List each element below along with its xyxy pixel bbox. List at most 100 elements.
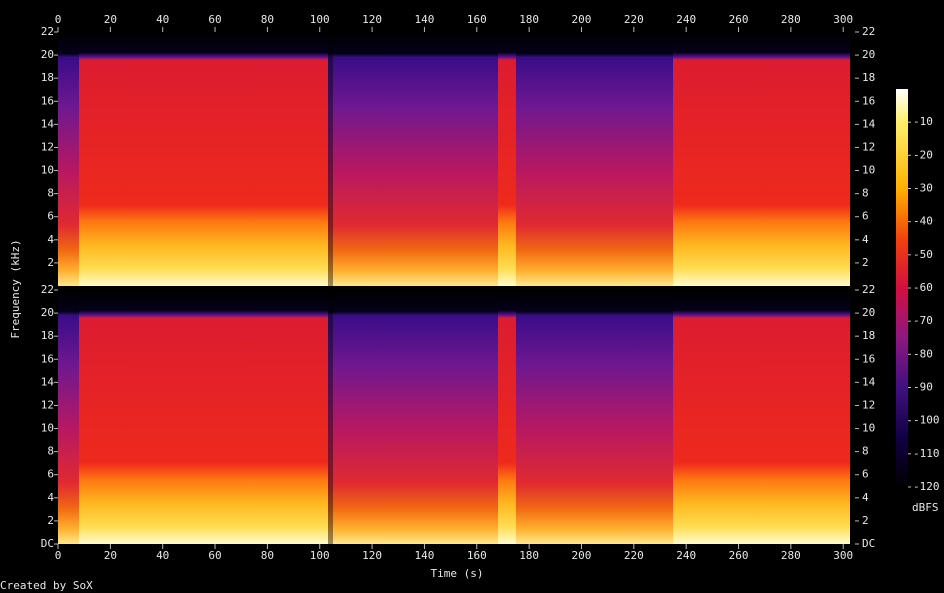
x-tick-label: 80 [261,549,274,562]
x-tick-label: 40 [156,549,169,562]
y-tick-label: 14 [41,375,55,388]
y-tick-label: 16 [862,352,875,365]
y-tick-label: 2 [47,514,54,527]
y-tick-label: 22 [41,25,54,38]
y-tick-label: 22 [862,25,875,38]
x-tick-label: 280 [781,13,801,26]
spectrogram-band [673,32,850,286]
y-tick-label: 20 [862,306,875,319]
colorbar-tick-label: -20 [913,148,933,161]
colorbar-tick-label: -90 [913,381,933,394]
y-tick-label: 14 [862,375,876,388]
colorbar-tick-label: -40 [913,215,933,228]
y-tick-label: 18 [862,71,875,84]
y-tick-label: 20 [41,48,54,61]
x-tick-label: 140 [414,13,434,26]
x-tick-label: 200 [572,549,592,562]
x-tick-label: 300 [833,549,853,562]
colorbar-tick-label: -80 [913,347,933,360]
colorbar-tick-label: -50 [913,248,933,261]
x-tick-label: 100 [310,549,330,562]
spectrogram-channel-2 [58,290,850,544]
colorbar-tick-label: -10 [913,115,933,128]
x-tick-label: 240 [676,13,696,26]
colorbar [896,89,908,487]
footer: Created by SoX [0,579,93,592]
y-tick-label: 14 [41,117,55,130]
y-tick-label: 16 [41,352,54,365]
x-tick-label: 240 [676,549,696,562]
y-tick-label: 12 [41,398,54,411]
colorbar-label: dBFS [912,501,939,514]
y-tick-label: 2 [862,514,869,527]
x-tick-label: 160 [467,549,487,562]
x-tick-label: 80 [261,13,274,26]
spectrogram-band [79,32,328,286]
spectrogram-band [79,290,328,544]
y-tick-label: DC [862,537,875,550]
y-tick-label: 6 [862,210,869,223]
x-tick-label: 220 [624,549,644,562]
y-tick-label: 22 [862,283,875,296]
colorbar-tick-label: -110 [913,447,940,460]
y-tick-label: 6 [47,210,54,223]
y-tick-label: 4 [862,491,869,504]
x-tick-label: 180 [519,13,539,26]
x-axis-label: Time (s) [431,567,484,580]
y-tick-label: 18 [862,329,875,342]
y-tick-label: 6 [47,468,54,481]
y-tick-label: 8 [47,187,54,200]
y-tick-label: 12 [862,398,875,411]
spectrogram-band [498,32,516,286]
x-tick-label: 20 [104,13,117,26]
x-tick-label: 120 [362,13,382,26]
y-tick-label: 18 [41,329,54,342]
y-tick-label: 6 [862,468,869,481]
spectrogram-band [333,32,498,286]
x-tick-label: 280 [781,549,801,562]
colorbar-tick-label: -120 [913,480,940,493]
x-tick-label: 220 [624,13,644,26]
spectrogram-channel-1 [58,32,850,286]
x-tick-label: 260 [729,549,749,562]
y-tick-label: 2 [47,256,54,269]
x-tick-label: 60 [208,13,221,26]
colorbar-tick-label: -100 [913,414,940,427]
x-tick-label: 160 [467,13,487,26]
y-tick-label: 10 [862,164,875,177]
y-tick-label: 10 [862,422,875,435]
spectrogram-band [328,290,333,544]
spectrogram-band [328,32,333,286]
y-tick-label: 12 [862,140,875,153]
spectrogram-band [333,290,498,544]
x-tick-label: 140 [414,549,434,562]
x-tick-label: 20 [104,549,117,562]
spectrogram-band [516,290,673,544]
y-tick-label: 8 [862,187,869,200]
y-tick-label: 18 [41,71,54,84]
y-axis-label: Frequency (kHz) [9,239,22,338]
y-tick-label: DC [41,537,54,550]
y-tick-label: 10 [41,164,54,177]
spectrogram-band [498,290,516,544]
y-tick-label: 12 [41,140,54,153]
spectrogram-band [673,290,850,544]
x-tick-label: 120 [362,549,382,562]
x-tick-label: 60 [208,549,221,562]
spectrogram-band [516,32,673,286]
x-tick-label: 100 [310,13,330,26]
x-tick-label: 0 [55,13,62,26]
y-tick-label: 2 [862,256,869,269]
y-tick-label: 20 [862,48,875,61]
y-tick-label: 10 [41,422,54,435]
x-tick-label: 0 [55,549,62,562]
colorbar-tick-label: -30 [913,182,933,195]
y-tick-label: 20 [41,306,54,319]
spectrogram-band [58,290,79,544]
x-tick-label: 180 [519,549,539,562]
y-tick-label: 16 [862,94,875,107]
y-tick-label: 8 [47,445,54,458]
y-tick-label: 4 [862,233,869,246]
y-tick-label: 16 [41,94,54,107]
